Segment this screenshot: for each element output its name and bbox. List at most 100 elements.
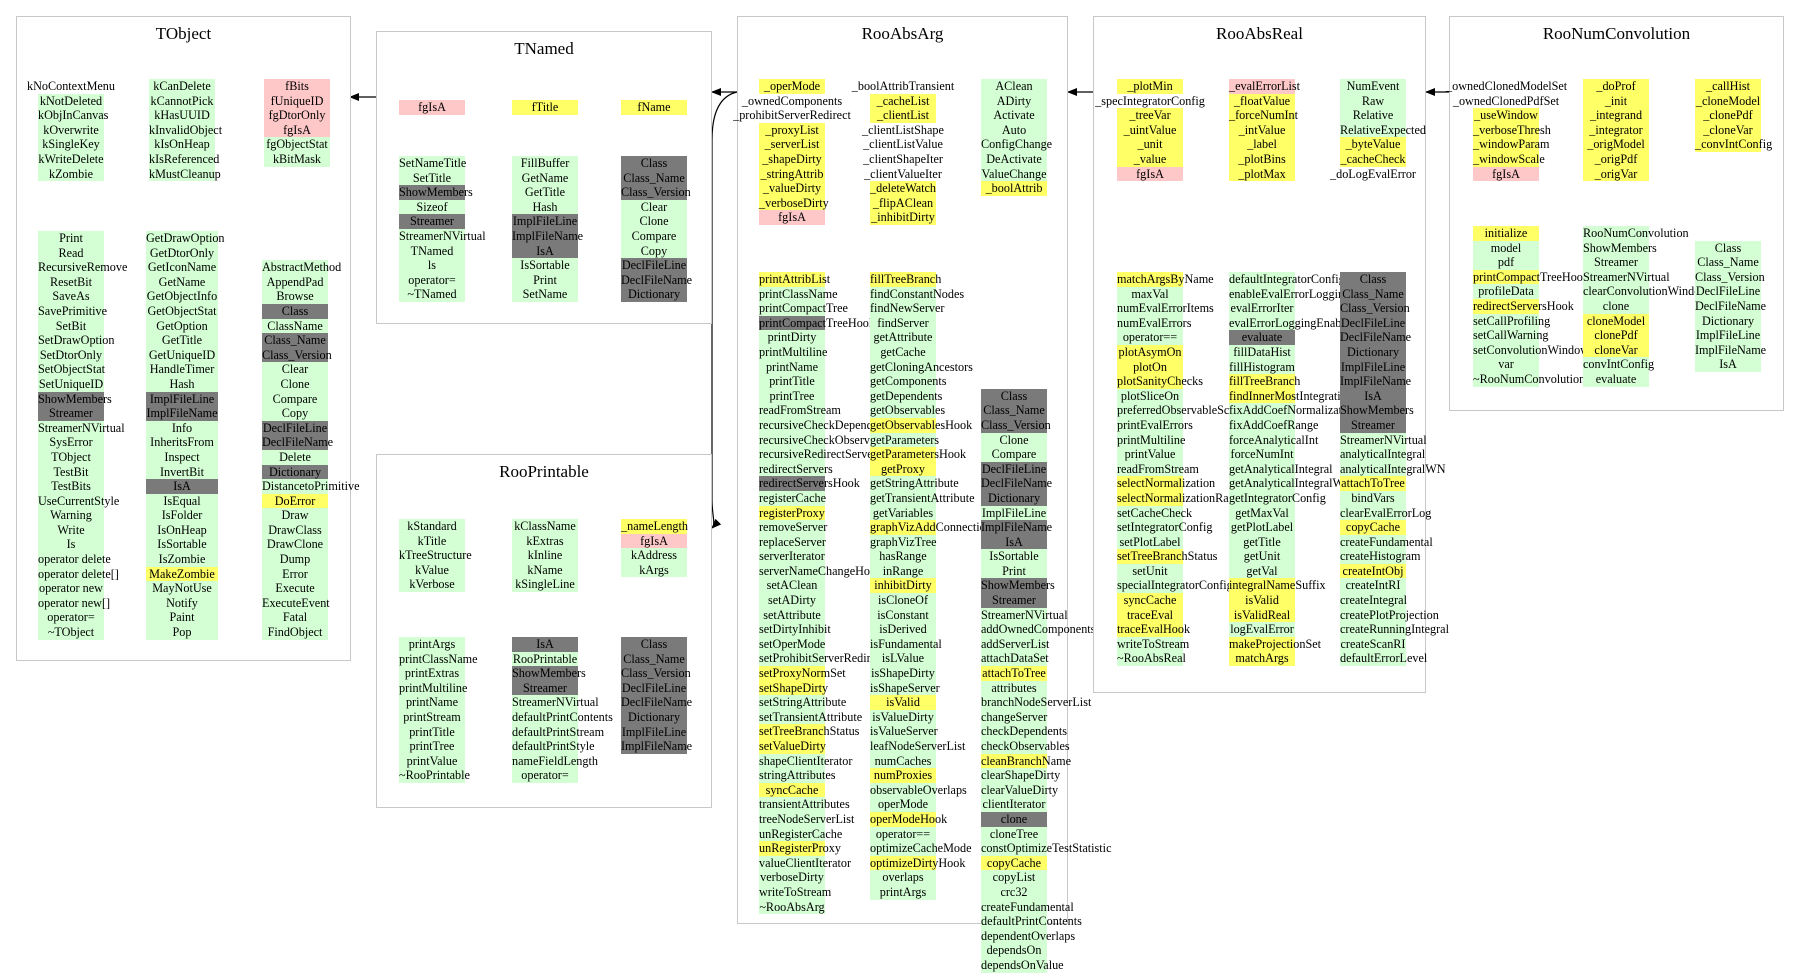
class-box-tnamed: TNamed fgIsA fTitle fName SetNameTitle SetTit… bbox=[376, 31, 712, 324]
member-column: _nameLength fgIsA kAddress kArgs bbox=[594, 519, 714, 578]
member-fgdtoronly: fgDtorOnly bbox=[264, 108, 330, 123]
member-printname: printName bbox=[399, 695, 465, 710]
member-findnewserver: findNewServer bbox=[870, 301, 945, 316]
member-iszombie: IsZombie bbox=[146, 552, 218, 567]
member-servernamechangehook: serverNameChangeHook bbox=[759, 563, 883, 579]
member-origmodel: _origModel bbox=[1583, 137, 1649, 152]
member-getunit: getUnit bbox=[1229, 549, 1295, 564]
member-showmembers: ShowMembers bbox=[38, 391, 112, 407]
member-clone: Clone bbox=[262, 376, 328, 392]
member-getval: getVal bbox=[1229, 563, 1295, 579]
member-doprof: _doProf bbox=[1583, 79, 1649, 94]
member-column: kStandard kTitle kTreeStructure kValue kVerb… bbox=[372, 519, 492, 592]
member-clearevalerrorlog: clearEvalErrorLog bbox=[1340, 505, 1432, 521]
member-settransientattribute: setTransientAttribute bbox=[759, 709, 863, 725]
member-redirectservershook: redirectServersHook bbox=[759, 476, 860, 491]
member-setprohibitserverredirect: setProhibitServerRedirect bbox=[759, 651, 885, 667]
member-geticonname: GetIconName bbox=[146, 260, 218, 275]
member-saveprimitive: SavePrimitive bbox=[38, 303, 108, 319]
member-class-name: Class_Name bbox=[1695, 255, 1761, 270]
member-printmultiline: printMultiline bbox=[399, 680, 468, 696]
member-setnametitle: SetNameTitle bbox=[399, 156, 467, 171]
member-findserver: findServer bbox=[870, 315, 936, 331]
member-implfilename: ImplFileName bbox=[981, 520, 1053, 535]
member-attachdataset: attachDataSet bbox=[981, 651, 1049, 667]
member-clonepdf: clonePdf bbox=[1583, 328, 1649, 343]
member-settitle: SetTitle bbox=[399, 170, 465, 186]
member-printtitle: printTitle bbox=[759, 374, 825, 389]
member-intvalue: _intValue bbox=[1229, 122, 1295, 138]
member-setintegratorconfig: setIntegratorConfig bbox=[1117, 520, 1213, 535]
member-clone: Clone bbox=[981, 432, 1047, 448]
member-column: IsA RooPrintable ShowMembers Streamer Stream… bbox=[485, 637, 613, 783]
member-handletimer: HandleTimer bbox=[146, 362, 218, 377]
member-shapeclientiterator: shapeClientIterator bbox=[759, 753, 853, 769]
member-redirectservers: redirectServers bbox=[759, 461, 833, 477]
member-compare: Compare bbox=[621, 228, 687, 244]
class-box-rooprintable: RooPrintable kStandard kTitle kTreeStructur… bbox=[376, 454, 712, 808]
member-column: NumEvent Raw Relative RelativeExpected _byte… bbox=[1313, 79, 1433, 181]
member-isderived: isDerived bbox=[870, 622, 936, 637]
member-windowscale: _windowScale bbox=[1473, 151, 1545, 167]
member-shapedirty: _shapeDirty bbox=[759, 151, 825, 167]
member-convintconfig: convIntConfig bbox=[1583, 357, 1655, 372]
member-testbits: TestBits bbox=[38, 479, 104, 494]
member-declfilename: DeclFileName bbox=[621, 695, 693, 710]
member-plotmax: _plotMax bbox=[1229, 166, 1295, 182]
member-recursiveredirectservers: recursiveRedirectServers bbox=[759, 447, 882, 462]
member-execute: Execute bbox=[262, 581, 328, 596]
member-isvalueserver: isValueServer bbox=[870, 724, 938, 739]
member-fbits: fBits bbox=[264, 79, 330, 94]
member-kisonheap: kIsOnHeap bbox=[149, 137, 215, 152]
member-changeserver: changeServer bbox=[981, 709, 1048, 725]
member-flipaclean: _flipAClean bbox=[870, 195, 936, 211]
member-issortable: IsSortable bbox=[146, 537, 218, 553]
member-getstringattribute: getStringAttribute bbox=[870, 476, 959, 491]
member-ploton: plotOn bbox=[1117, 359, 1183, 375]
member-transientattributes: transientAttributes bbox=[759, 797, 850, 812]
member-declfileline: DeclFileLine bbox=[981, 461, 1047, 477]
member-verbosedirty: _verboseDirty bbox=[759, 195, 829, 211]
member-createintobj: createIntObj bbox=[1340, 563, 1406, 579]
member-column: _ownedClonedModelSet _ownedClonedPdfSet _u… bbox=[1446, 79, 1567, 182]
member-browse: Browse bbox=[262, 289, 328, 304]
member-column: FillBuffer GetName GetTitle Hash ImplFileLin… bbox=[485, 156, 605, 302]
member-origvar: _origVar bbox=[1583, 166, 1649, 182]
member-getcloningancestors: getCloningAncestors bbox=[870, 359, 973, 375]
member-iscloneof: isCloneOf bbox=[870, 593, 936, 608]
member-fgobjectstat: fgObjectStat bbox=[264, 137, 330, 152]
member-class: Class bbox=[1695, 240, 1761, 256]
member-warning: Warning bbox=[38, 508, 104, 523]
member-clearconvolutionwindow: clearConvolutionWindow bbox=[1583, 284, 1710, 299]
member-createscanri: createScanRI bbox=[1340, 636, 1406, 652]
member-ownedcomponents: _ownedComponents bbox=[741, 93, 843, 108]
member-printclassname: printClassName bbox=[759, 286, 838, 302]
member-clientlistvalue: _clientListValue bbox=[863, 137, 943, 152]
member-issortable: IsSortable bbox=[981, 549, 1047, 564]
member-optimizedirtyhook: optimizeDirtyHook bbox=[870, 855, 966, 871]
member-showmembers: ShowMembers bbox=[1583, 240, 1657, 256]
member-kargs: kArgs bbox=[621, 562, 687, 578]
member-printmultiline: printMultiline bbox=[1117, 432, 1186, 448]
member-integrand: _integrand bbox=[1583, 108, 1649, 123]
member-checkdependents: checkDependents bbox=[981, 724, 1067, 739]
member-kcandelete: kCanDelete bbox=[149, 79, 215, 94]
member-configchange: ConfigChange bbox=[981, 137, 1053, 152]
member-auto: Auto bbox=[981, 122, 1047, 138]
member-setname: SetName bbox=[512, 287, 578, 302]
member-clone: Clone bbox=[621, 214, 687, 229]
member-maxval: maxVal bbox=[1117, 286, 1183, 302]
member-kvalue: kValue bbox=[399, 562, 465, 578]
member-clonemodel: _cloneModel bbox=[1695, 93, 1761, 109]
member-dictionary: Dictionary bbox=[262, 464, 328, 480]
member-settreebranchstatus: setTreeBranchStatus bbox=[759, 724, 860, 739]
member-class: Class bbox=[1340, 272, 1406, 287]
member-is: Is bbox=[38, 537, 104, 553]
member-analyticalintegralwn: analyticalIntegralWN bbox=[1340, 461, 1446, 477]
member-bytevalue: _byteValue bbox=[1340, 137, 1406, 152]
member-kwritedelete: kWriteDelete bbox=[38, 151, 104, 167]
class-title: RooPrintable bbox=[499, 462, 589, 481]
member-getplotlabel: getPlotLabel bbox=[1229, 520, 1295, 535]
member-streamernvirtual: StreamerNVirtual bbox=[512, 695, 599, 710]
member-class-name: Class_Name bbox=[262, 333, 328, 348]
